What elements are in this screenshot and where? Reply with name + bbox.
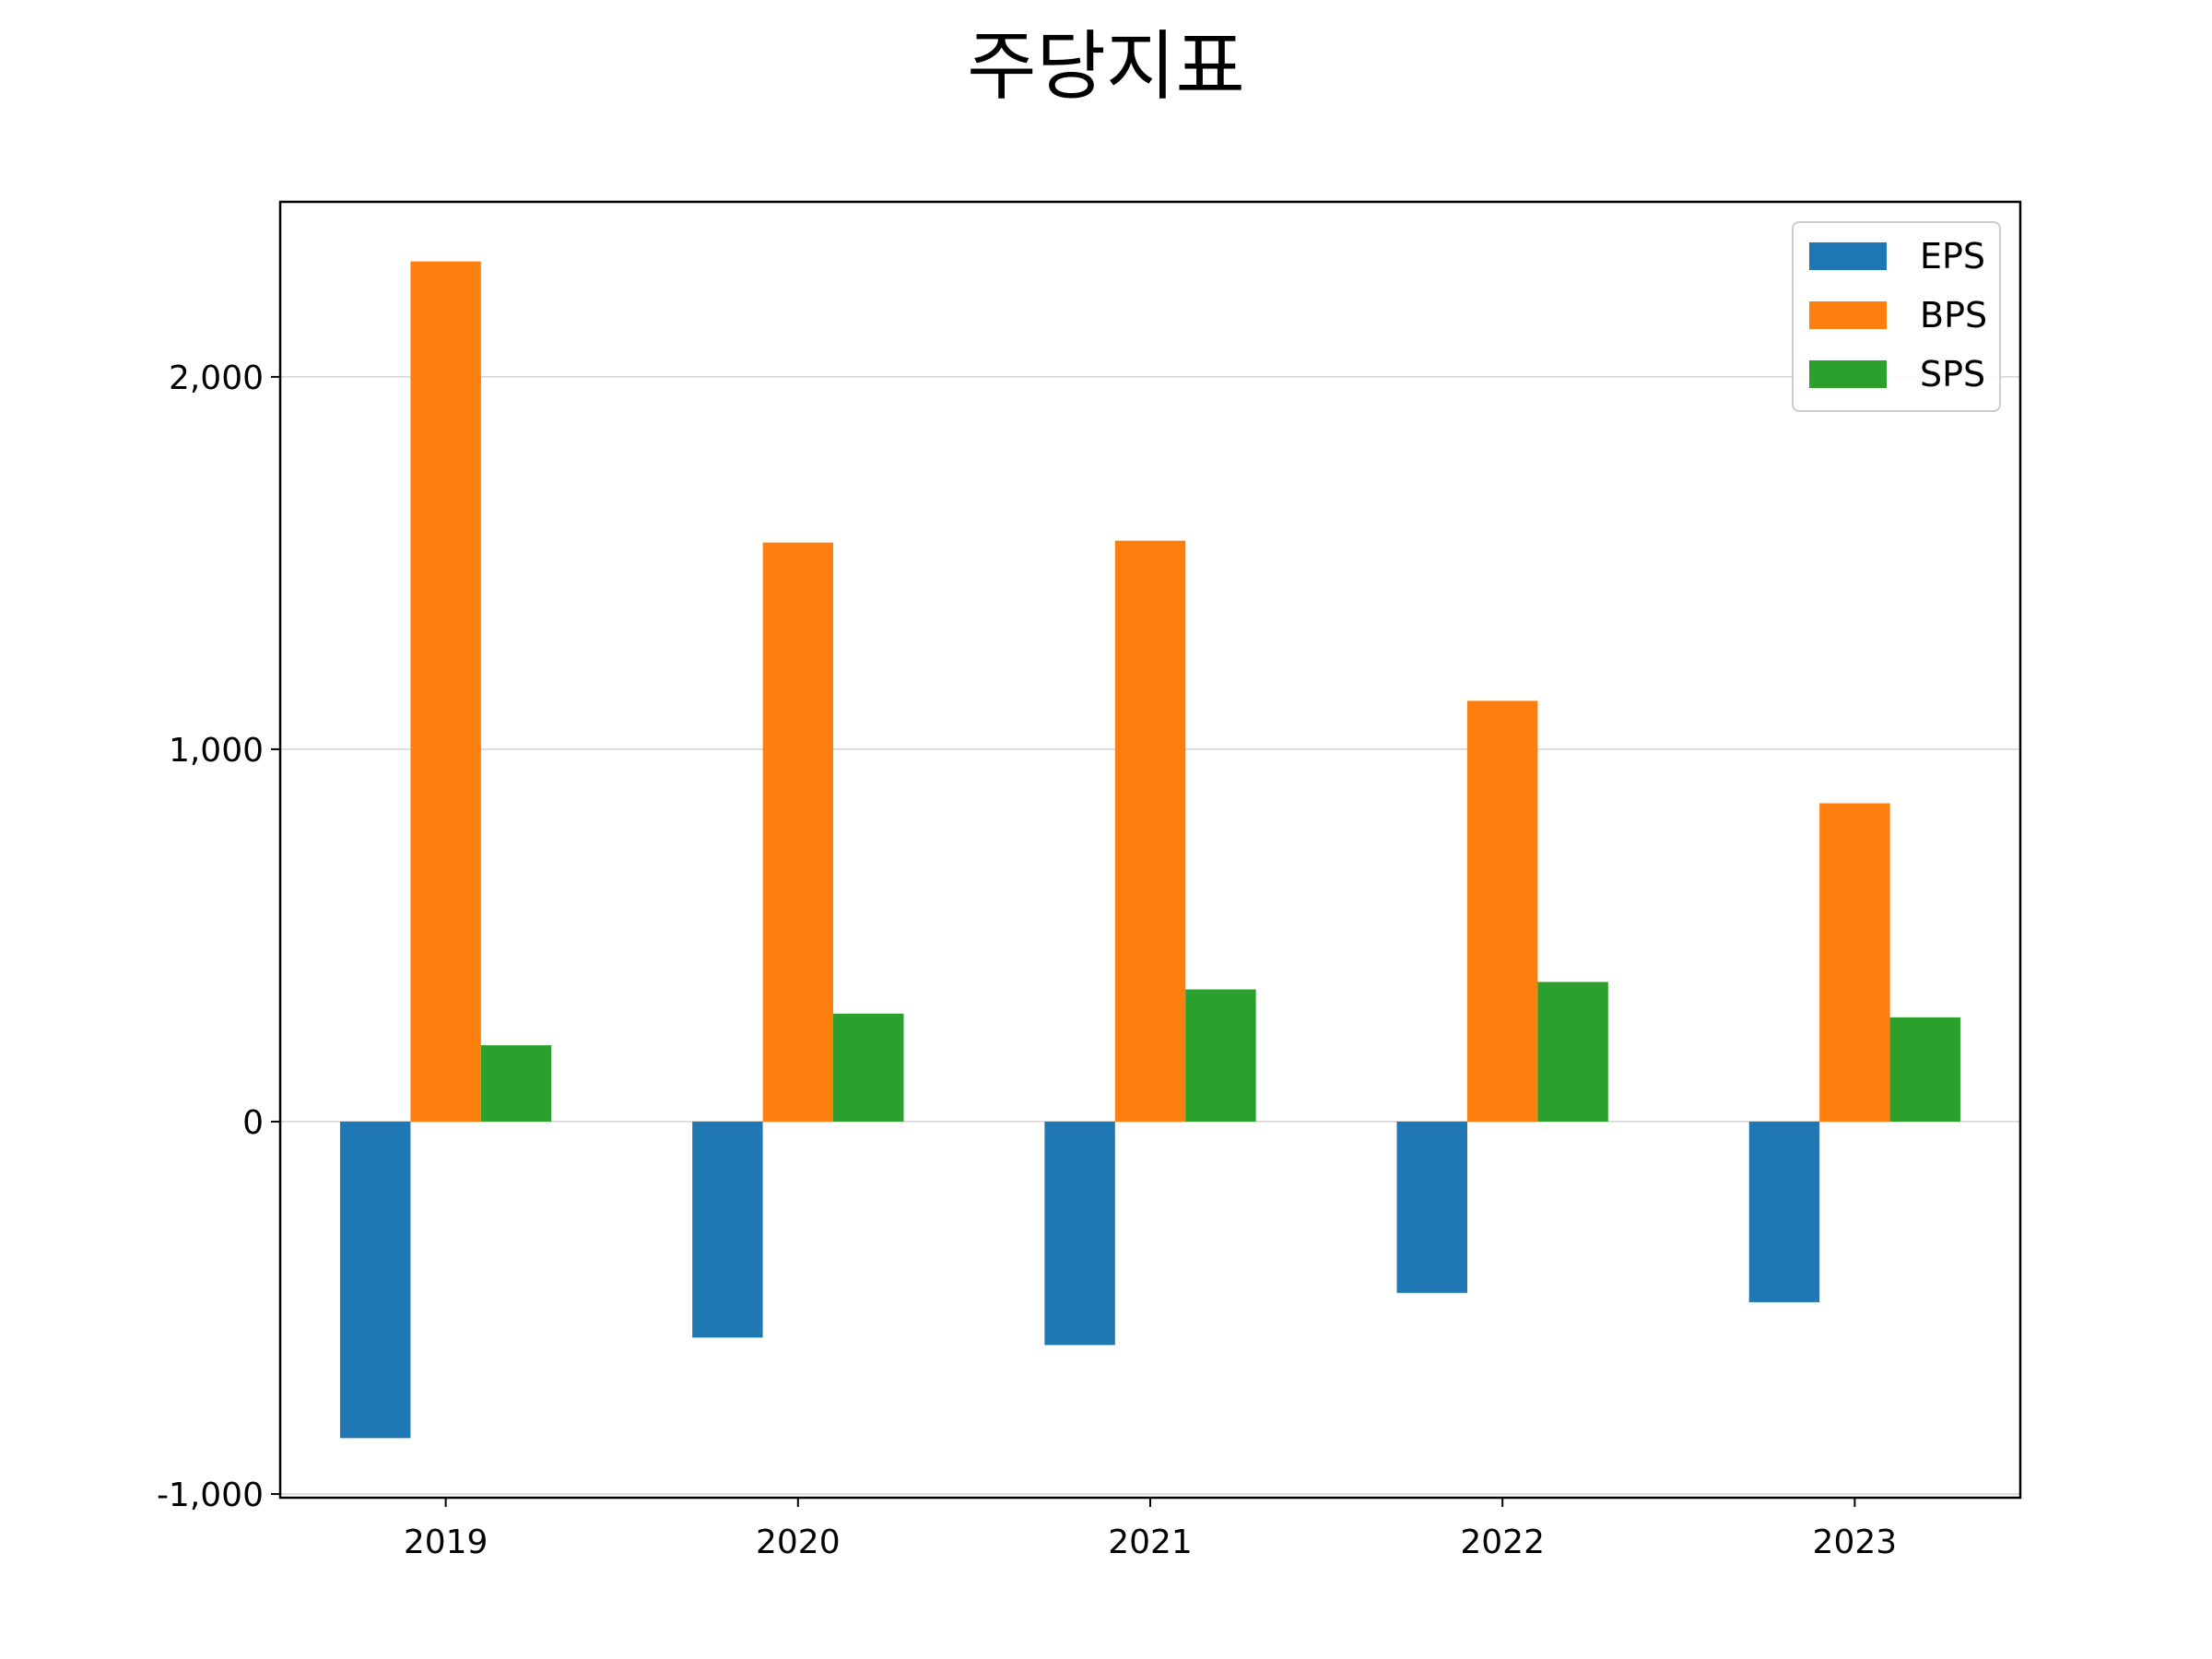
legend-label-sps: SPS [1920, 354, 1985, 394]
x-tick-label: 2023 [1813, 1524, 1898, 1561]
bar-sps-2019 [480, 1045, 552, 1122]
y-tick-label: 0 [242, 1104, 264, 1142]
x-tick-label: 2020 [756, 1524, 841, 1561]
bar-eps-2019 [339, 1121, 411, 1439]
x-tick-label: 2019 [404, 1524, 488, 1561]
legend: EPS BPS SPS [1792, 221, 2001, 412]
bars [339, 261, 1961, 1439]
axes: -1,000 0 1,000 2,000 2019 2020 2021 2022 2023 [157, 200, 2022, 1561]
y-tick-label: 2,000 [169, 359, 264, 397]
bar-eps-2022 [1396, 1121, 1467, 1293]
bar-bps-2023 [1819, 803, 1890, 1122]
bar-sps-2020 [833, 1013, 904, 1122]
y-tick-label: 1,000 [169, 732, 264, 770]
bar-bps-2019 [410, 261, 481, 1122]
bar-sps-2022 [1537, 982, 1608, 1122]
bar-sps-2023 [1889, 1017, 1961, 1122]
chart-title: 주당지표 [967, 23, 1245, 111]
bar-bps-2021 [1114, 540, 1186, 1122]
legend-swatch-sps [1809, 360, 1887, 388]
bar-sps-2021 [1185, 989, 1256, 1122]
legend-label-bps: BPS [1920, 295, 1987, 335]
bar-bps-2022 [1466, 700, 1538, 1122]
legend-swatch-bps [1809, 301, 1887, 329]
x-tick-label: 2022 [1460, 1524, 1545, 1561]
y-tick-label: -1,000 [157, 1477, 264, 1514]
bar-eps-2021 [1044, 1121, 1115, 1346]
legend-swatch-eps [1809, 242, 1887, 270]
bar-bps-2020 [762, 542, 834, 1122]
x-tick-label: 2021 [1108, 1524, 1193, 1561]
legend-label-eps: EPS [1920, 236, 1985, 276]
bar-eps-2023 [1748, 1121, 1820, 1302]
bar-eps-2020 [692, 1121, 763, 1338]
